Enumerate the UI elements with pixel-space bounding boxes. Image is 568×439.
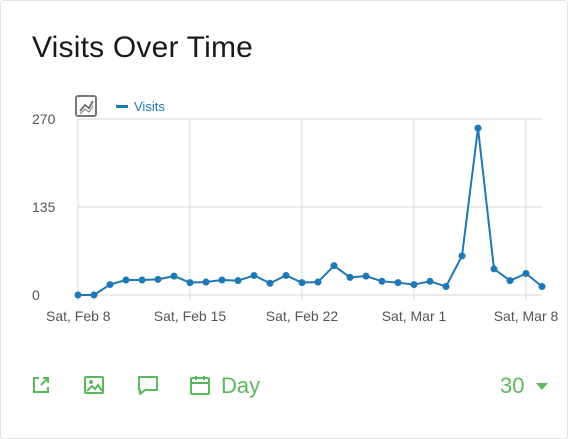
chart-legend: Visits [75, 95, 165, 117]
image-icon[interactable] [82, 373, 106, 397]
widget-title: Visits Over Time [32, 31, 254, 64]
export-icon[interactable] [29, 373, 53, 397]
data-point[interactable] [490, 265, 498, 273]
data-point[interactable] [170, 272, 178, 280]
data-point[interactable] [330, 262, 338, 270]
chart-type-icon[interactable] [75, 95, 97, 117]
x-axis-ticks: Sat, Feb 8 Sat, Feb 15 Sat, Feb 22 Sat, Mar… [46, 308, 558, 324]
x-tick-label: Sat, Mar 8 [494, 308, 559, 324]
legend-swatch-visits [116, 105, 128, 108]
series-line-visits [78, 127, 543, 296]
data-point[interactable] [250, 271, 258, 279]
data-point[interactable] [522, 269, 530, 277]
x-tick-label: Sat, Feb 22 [266, 308, 339, 324]
data-point[interactable] [122, 276, 130, 284]
calendar-icon[interactable] [188, 373, 212, 397]
series-visits [74, 124, 546, 299]
data-point[interactable] [266, 279, 274, 287]
data-point[interactable] [154, 275, 162, 283]
chart-grid [77, 118, 542, 301]
legend-label-visits[interactable]: Visits [134, 99, 165, 114]
data-point[interactable] [186, 279, 194, 287]
y-axis-ticks: 0 135 270 [32, 111, 56, 303]
data-point[interactable] [378, 277, 386, 285]
data-point[interactable] [410, 281, 418, 289]
data-point[interactable] [90, 291, 98, 299]
x-tick-label: Sat, Mar 1 [382, 308, 447, 324]
data-point[interactable] [346, 273, 354, 281]
data-point[interactable] [234, 277, 242, 285]
limit-selector[interactable]: 30 [500, 373, 525, 398]
data-point[interactable] [506, 277, 514, 285]
chevron-down-icon[interactable] [536, 383, 548, 390]
data-point[interactable] [138, 276, 146, 284]
data-point[interactable] [362, 272, 370, 280]
x-tick-label: Sat, Feb 15 [154, 308, 227, 324]
widget-footer: Day 30 [1, 365, 567, 405]
annotation-icon[interactable] [136, 373, 160, 397]
data-point[interactable] [282, 271, 290, 279]
data-point[interactable] [538, 283, 546, 291]
data-point[interactable] [106, 281, 114, 289]
y-tick-label: 270 [32, 111, 56, 127]
data-point[interactable] [218, 276, 226, 284]
data-point[interactable] [458, 252, 466, 260]
visits-chart: 0 135 270 Sat, Feb 8 Sat, Feb 15 Sat, Feb 22… [32, 95, 558, 324]
data-point[interactable] [298, 279, 306, 287]
data-point[interactable] [74, 291, 82, 299]
data-point[interactable] [202, 278, 210, 286]
y-tick-label: 0 [32, 287, 40, 303]
data-point[interactable] [394, 279, 402, 287]
data-point[interactable] [474, 124, 482, 132]
period-selector[interactable]: Day [221, 373, 261, 398]
data-point[interactable] [426, 277, 434, 285]
x-tick-label: Sat, Feb 8 [46, 308, 111, 324]
y-tick-label: 135 [32, 199, 56, 215]
data-point[interactable] [442, 283, 450, 291]
data-point[interactable] [314, 278, 322, 286]
